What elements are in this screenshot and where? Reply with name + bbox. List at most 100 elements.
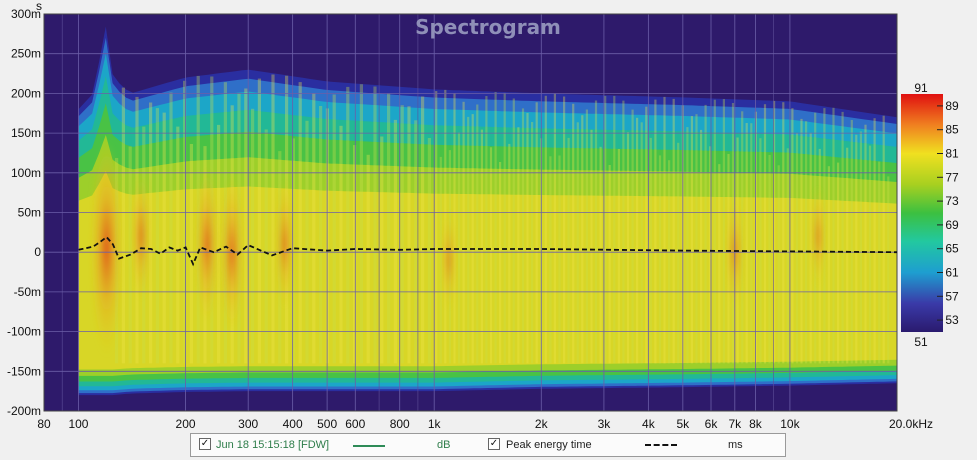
decay-streak <box>695 114 698 364</box>
x-tick-label: 1k <box>428 417 442 431</box>
decay-streak <box>795 133 799 364</box>
decay-streak <box>494 92 497 364</box>
decay-streak <box>467 116 470 364</box>
decay-streak <box>121 87 125 364</box>
decay-streak <box>332 94 336 364</box>
hot-spot <box>131 171 152 302</box>
decay-streak <box>521 108 525 364</box>
decay-streak <box>499 162 502 364</box>
decay-streak <box>414 120 418 364</box>
decay-streak <box>855 134 858 364</box>
decay-streak <box>864 124 867 364</box>
decay-streak <box>658 155 662 364</box>
decay-streak <box>590 129 593 364</box>
decay-streak <box>549 156 552 364</box>
decay-streak <box>663 96 666 364</box>
y-tick-label: 200m <box>11 86 41 100</box>
colorbar-tick-label: 81 <box>945 147 959 161</box>
decay-streak <box>594 100 598 364</box>
decay-streak <box>841 111 844 364</box>
series2-unit: ms <box>728 439 743 451</box>
decay-streak <box>567 137 570 364</box>
decay-streak <box>244 88 248 364</box>
decay-streak <box>640 122 643 364</box>
decay-streak <box>704 104 707 364</box>
decay-streak <box>777 165 780 364</box>
x-tick-label: 7k <box>728 417 742 431</box>
y-axis-ticks: 300m 250m 200m 150m 100m 50m 0 -50m -100m -150m -2… <box>7 7 41 418</box>
y-tick-label: 250m <box>11 47 41 61</box>
decay-streak <box>709 146 712 364</box>
series1-line-swatch <box>353 445 385 447</box>
decay-streak <box>686 127 689 364</box>
y-tick-label: 150m <box>11 126 41 140</box>
x-tick-label: 500 <box>317 417 337 431</box>
decay-streak <box>305 120 309 364</box>
decay-streak <box>189 144 193 364</box>
decay-streak <box>339 125 343 364</box>
decay-streak <box>668 160 671 364</box>
decay-streak <box>553 93 556 364</box>
decay-streak <box>868 145 872 364</box>
hot-spot <box>194 165 220 324</box>
y-tick-label: -100m <box>7 325 41 339</box>
decay-streak <box>155 108 159 364</box>
decay-streak <box>489 147 493 364</box>
x-tick-label: 400 <box>283 417 303 431</box>
decay-streak <box>617 149 620 364</box>
decay-streak <box>745 123 748 364</box>
colorbar-min-label: 51 <box>914 335 928 349</box>
decay-streak <box>346 86 350 364</box>
colorbar-tick-label: 65 <box>945 242 959 256</box>
x-tick-label: 3k <box>598 417 612 431</box>
decay-streak <box>604 95 607 364</box>
colorbar-tick-label: 61 <box>945 266 959 280</box>
y-tick-label: -150m <box>7 364 41 378</box>
hot-spot <box>89 140 124 357</box>
peak-energy-time-line <box>78 235 897 267</box>
hot-spot <box>441 209 457 311</box>
decay-streak <box>750 123 753 364</box>
decay-streak <box>800 118 803 364</box>
x-tick-label: 600 <box>345 417 365 431</box>
decay-streak <box>672 98 675 364</box>
decay-streak <box>654 99 657 364</box>
hot-spot <box>274 179 295 310</box>
decay-streak <box>526 113 529 364</box>
colorbar-tick-label: 89 <box>945 99 959 113</box>
decay-streak <box>427 138 431 364</box>
decay-streak <box>837 162 840 364</box>
x-tick-label: 8k <box>749 417 763 431</box>
decay-streak <box>387 93 391 364</box>
decay-streak <box>608 165 611 364</box>
decay-streak <box>421 96 425 364</box>
decay-streak <box>850 120 853 364</box>
decay-streak <box>786 148 789 364</box>
decay-streak <box>572 103 575 364</box>
decay-streak <box>622 100 625 364</box>
decay-streak <box>312 93 316 364</box>
decay-streak <box>471 114 474 364</box>
decay-streak <box>576 122 579 364</box>
decay-streak <box>366 154 370 364</box>
x-tick-label: 2k <box>535 417 549 431</box>
decay-streak <box>271 74 275 364</box>
series2-checkbox[interactable]: ✓ <box>488 438 500 450</box>
decay-streak <box>531 122 534 364</box>
decay-streak <box>722 99 725 364</box>
series2-dash-swatch <box>645 444 677 446</box>
decay-streak <box>636 117 639 364</box>
decay-streak <box>713 99 716 364</box>
decay-streak <box>359 84 363 364</box>
decay-streak <box>763 104 767 364</box>
colorbar <box>901 94 943 332</box>
colorbar-tick-label: 69 <box>945 218 959 232</box>
decay-streak <box>393 119 397 364</box>
decay-streak <box>162 112 166 364</box>
decay-streak <box>599 146 602 364</box>
series1-checkbox[interactable]: ✓ <box>199 438 211 450</box>
decay-streak <box>476 104 479 364</box>
decay-streak <box>832 107 835 364</box>
decay-streak <box>512 98 515 364</box>
